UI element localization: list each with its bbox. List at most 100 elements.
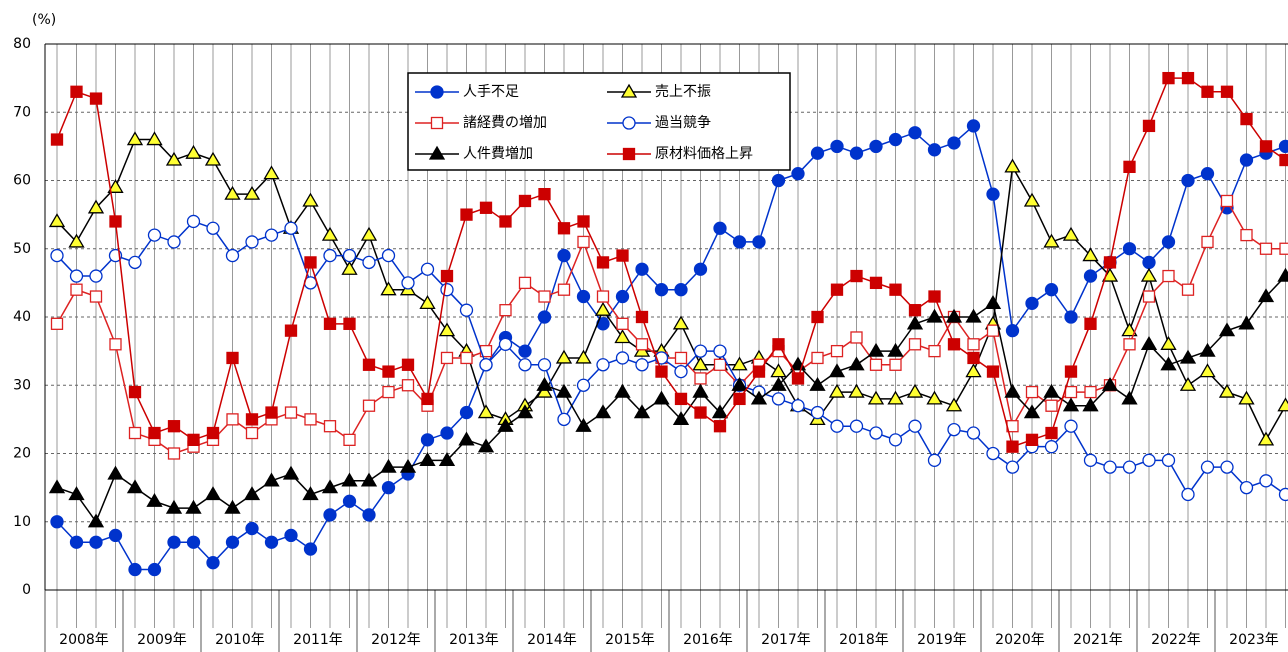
marker <box>537 358 552 372</box>
marker <box>633 404 651 419</box>
marker <box>186 535 201 549</box>
marker <box>420 262 435 276</box>
marker <box>284 406 298 419</box>
marker <box>771 392 786 406</box>
marker <box>615 351 630 365</box>
marker <box>750 390 768 405</box>
y-tick-label: 40 <box>13 309 31 325</box>
marker <box>927 453 942 467</box>
marker <box>594 404 612 419</box>
marker <box>596 290 610 303</box>
marker <box>1201 85 1214 98</box>
marker <box>1218 322 1236 337</box>
marker <box>928 290 941 303</box>
marker <box>828 383 846 398</box>
marker <box>323 508 337 522</box>
marker <box>1006 440 1019 453</box>
marker <box>1064 365 1078 378</box>
marker <box>381 480 396 495</box>
marker <box>966 119 981 133</box>
series-line <box>56 77 1286 448</box>
marker <box>635 262 649 276</box>
marker <box>692 383 709 398</box>
marker <box>225 248 240 263</box>
marker <box>1025 433 1039 447</box>
year-label: 2016年 <box>683 632 733 648</box>
series <box>50 194 1288 460</box>
marker <box>830 139 844 154</box>
marker <box>674 392 688 406</box>
marker <box>401 358 415 371</box>
marker <box>1044 283 1059 297</box>
year-label: 2017年 <box>761 632 811 648</box>
marker <box>109 215 122 228</box>
marker <box>518 344 532 358</box>
marker <box>477 404 495 419</box>
marker <box>1025 385 1039 399</box>
marker <box>869 426 883 440</box>
marker <box>264 535 279 549</box>
marker <box>321 226 339 241</box>
marker <box>1160 336 1177 350</box>
marker <box>771 173 786 188</box>
marker <box>1277 267 1288 282</box>
marker <box>48 213 66 228</box>
marker <box>1239 480 1254 495</box>
marker <box>126 479 144 494</box>
marker <box>557 412 571 427</box>
marker <box>265 406 278 419</box>
marker <box>1140 336 1158 350</box>
marker <box>147 562 162 577</box>
series <box>48 131 1288 446</box>
marker <box>713 358 727 371</box>
marker <box>1045 426 1058 440</box>
marker <box>1181 173 1195 188</box>
marker <box>323 420 337 433</box>
marker <box>399 458 417 473</box>
marker <box>479 201 493 214</box>
marker <box>128 255 142 270</box>
marker <box>908 419 922 433</box>
marker <box>1103 460 1117 474</box>
marker <box>1083 453 1098 467</box>
unit-label: (%) <box>32 12 56 28</box>
marker <box>674 364 688 379</box>
marker <box>653 390 670 405</box>
y-tick-label: 80 <box>13 36 31 52</box>
marker <box>1082 397 1099 412</box>
marker <box>965 363 982 378</box>
marker <box>867 390 885 405</box>
marker <box>1043 383 1060 398</box>
marker <box>186 214 201 229</box>
marker <box>284 528 298 543</box>
marker <box>713 344 727 358</box>
series <box>50 119 1288 577</box>
marker <box>616 317 629 330</box>
marker <box>460 351 473 365</box>
marker <box>380 458 397 473</box>
marker <box>1103 256 1117 269</box>
marker <box>655 365 668 378</box>
marker <box>674 283 688 297</box>
marker <box>849 146 864 160</box>
series-line <box>56 275 1287 524</box>
marker <box>362 399 376 412</box>
series <box>50 214 1288 502</box>
marker <box>557 222 571 235</box>
marker <box>107 465 124 480</box>
marker <box>128 385 142 399</box>
marker <box>167 447 181 460</box>
marker <box>401 276 415 290</box>
marker <box>263 472 280 487</box>
y-tick-label: 0 <box>22 582 31 598</box>
marker <box>926 390 943 405</box>
marker <box>128 426 142 440</box>
marker <box>928 344 941 358</box>
marker <box>887 342 904 357</box>
marker <box>204 486 222 501</box>
marker <box>1023 404 1041 419</box>
marker <box>622 116 636 130</box>
marker <box>479 358 493 372</box>
year-label: 2013年 <box>449 632 499 648</box>
marker <box>89 269 103 283</box>
